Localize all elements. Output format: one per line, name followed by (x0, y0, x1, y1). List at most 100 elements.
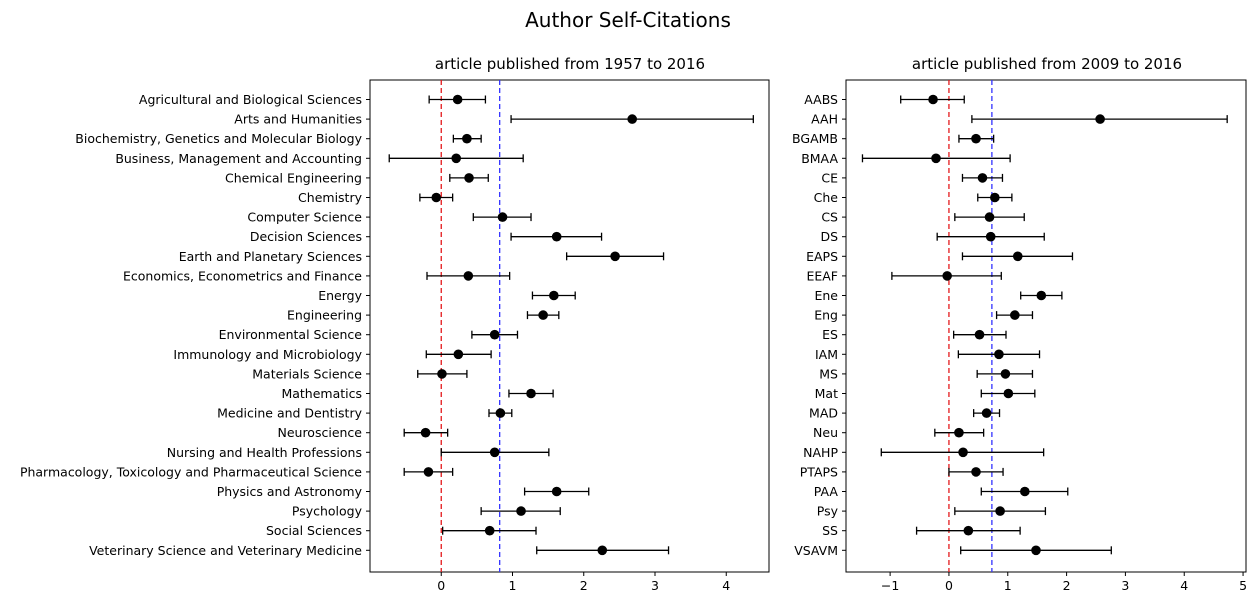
left-data-point (627, 114, 637, 124)
figure-title: Author Self-Citations (525, 8, 731, 32)
left-data-point (451, 153, 462, 164)
right-y-tick-label: PTAPS (800, 464, 838, 479)
right-data-point (1000, 369, 1011, 379)
left-data-point (453, 349, 464, 360)
left-x-tick-label: 3 (651, 578, 659, 593)
left-data-point (489, 447, 500, 458)
left-data-point (489, 329, 500, 340)
right-y-tick-label: MAD (809, 406, 838, 421)
right-y-tick-label: Che (814, 190, 839, 205)
right-data-point (971, 467, 981, 477)
right-data-point (995, 506, 1005, 516)
right-data-point (1031, 545, 1041, 556)
left-y-tick-label: Earth and Planetary Sciences (179, 249, 362, 264)
left-y-tick-label: Biochemistry, Genetics and Molecular Bio… (75, 131, 362, 146)
left-data-point (538, 310, 548, 320)
left-data-point (495, 408, 506, 418)
left-panel: article published from 1957 to 2016 0 1 2 3… (20, 55, 770, 593)
left-data-point (484, 525, 495, 536)
left-x-tick-label: 4 (722, 578, 730, 593)
left-y-tick-label: Decision Sciences (250, 229, 362, 244)
right-data-point (931, 153, 941, 164)
right-y-tick-label: EAPS (806, 249, 838, 264)
right-y-tick-label: IAM (815, 347, 838, 362)
right-data-point (928, 94, 938, 105)
left-y-tick-label: Chemical Engineering (225, 170, 362, 185)
left-data-point (551, 231, 562, 242)
right-x-tick-label: 0 (945, 578, 953, 593)
right-data-point (1036, 290, 1047, 301)
right-y-tick-label: AAH (811, 112, 838, 127)
right-x-tick-label: 1 (1004, 578, 1012, 593)
right-x-tick-label: 5 (1239, 578, 1247, 593)
right-x-tick-label: −1 (881, 578, 899, 593)
left-plot-frame (369, 79, 770, 573)
left-y-tick-label: Engineering (287, 308, 362, 323)
left-y-tick-label: Agricultural and Biological Sciences (139, 92, 362, 107)
right-y-tick-label: Eng (814, 308, 838, 323)
left-x-tick-label: 0 (437, 578, 445, 593)
right-y-tick-label: BGAMB (792, 131, 838, 146)
left-data-point (610, 251, 620, 262)
left-data-point (437, 369, 447, 379)
right-y-tick-label: BMAA (801, 151, 838, 166)
right-y-tick-label: MS (819, 366, 838, 381)
left-x-tick-label: 1 (509, 578, 517, 593)
right-y-tick-label: AABS (804, 92, 838, 107)
right-plot-frame (845, 79, 1247, 573)
left-y-tick-label: Physics and Astronomy (217, 484, 363, 499)
left-data-point (497, 212, 508, 222)
left-panel-title: article published from 1957 to 2016 (435, 55, 705, 73)
right-data-point (977, 173, 988, 183)
right-y-tick-label: ES (822, 327, 838, 342)
left-data-point (464, 173, 474, 183)
left-data-point (452, 94, 463, 105)
left-y-tick-label: Nursing and Health Professions (167, 445, 362, 460)
right-data-point (954, 427, 964, 438)
left-y-tick-label: Energy (318, 288, 362, 303)
right-y-tick-label: VSAVM (794, 543, 838, 558)
right-data-point (1012, 251, 1023, 262)
right-data-point (985, 231, 996, 242)
left-y-tick-label: Mathematics (281, 386, 362, 401)
left-data-point (420, 427, 431, 438)
right-y-tick-label: PAA (814, 484, 839, 499)
right-data-point (971, 133, 981, 144)
right-y-tick-label: CS (821, 210, 838, 225)
left-y-tick-label: Arts and Humanities (234, 112, 362, 127)
left-y-tick-label: Business, Management and Accounting (115, 151, 362, 166)
left-y-tick-label: Economics, Econometrics and Finance (123, 268, 362, 283)
right-data-point (1010, 310, 1020, 320)
left-data-point (549, 290, 559, 301)
right-panel-title: article published from 2009 to 2016 (912, 55, 1182, 73)
right-x-tick-label: 2 (1063, 578, 1071, 593)
left-y-tick-label: Psychology (292, 504, 363, 519)
left-y-tick-label: Social Sciences (266, 523, 362, 538)
left-y-tick-label: Environmental Science (219, 327, 363, 342)
left-data-point (516, 506, 526, 516)
right-y-tick-label: CE (821, 170, 838, 185)
right-data-point (994, 349, 1004, 360)
right-y-tick-label: Mat (815, 386, 838, 401)
right-y-tick-label: Psy (817, 504, 839, 519)
right-y-tick-label: DS (820, 229, 838, 244)
right-data-point (984, 212, 995, 222)
left-y-tick-label: Veterinary Science and Veterinary Medici… (89, 543, 362, 558)
right-data-point (1003, 388, 1014, 399)
left-data-point (463, 271, 474, 281)
right-y-tick-label: NAHP (803, 445, 838, 460)
right-y-tick-label: EEAF (806, 268, 838, 283)
left-y-tick-label: Materials Science (252, 366, 362, 381)
right-x-tick-label: 3 (1121, 578, 1129, 593)
left-y-tick-label: Immunology and Microbiology (173, 347, 362, 362)
left-y-tick-label: Chemistry (298, 190, 363, 205)
right-data-point (958, 447, 968, 458)
left-data-point (431, 192, 442, 203)
right-x-tick-label: 4 (1180, 578, 1188, 593)
left-data-point (462, 133, 472, 144)
left-data-point (526, 388, 536, 399)
left-data-point (423, 467, 434, 477)
right-data-point (1095, 114, 1105, 124)
left-y-tick-label: Medicine and Dentistry (217, 406, 362, 421)
